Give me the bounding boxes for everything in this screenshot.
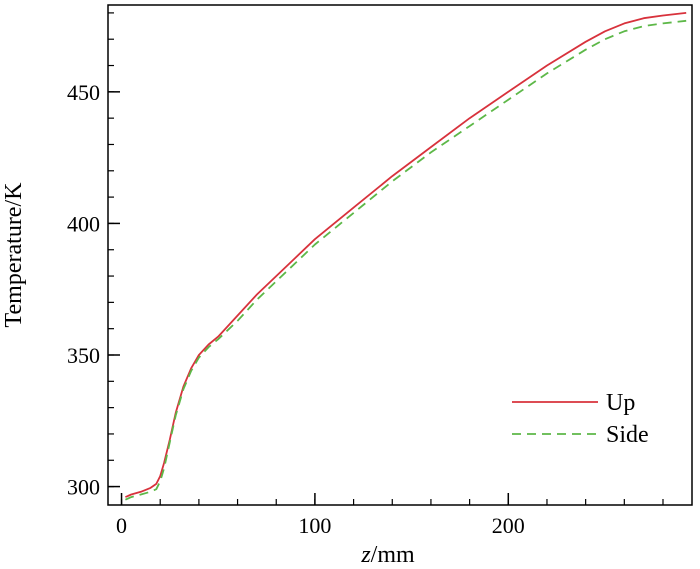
y-tick-label: 450 (67, 80, 100, 105)
x-tick-label: 200 (492, 513, 525, 538)
y-tick-label: 350 (67, 343, 100, 368)
x-axis-title: z/mm (360, 542, 415, 568)
x-axis-title-unit: /mm (371, 542, 415, 568)
y-tick-label: 300 (67, 475, 100, 500)
legend-label-side: Side (606, 422, 649, 448)
y-axis-title: Temperature/K (1, 182, 27, 328)
x-tick-label: 0 (116, 513, 127, 538)
x-tick-label: 100 (298, 513, 331, 538)
series-line-up (125, 12, 687, 498)
y-tick-label: 400 (67, 211, 100, 236)
series-line-side (125, 19, 687, 501)
plot-frame (107, 4, 693, 506)
legend-label-up: Up (606, 390, 635, 416)
x-axis-title-italic: z (360, 542, 371, 568)
